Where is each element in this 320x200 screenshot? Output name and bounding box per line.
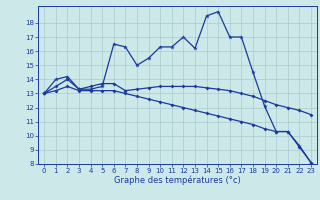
X-axis label: Graphe des températures (°c): Graphe des températures (°c) bbox=[114, 176, 241, 185]
